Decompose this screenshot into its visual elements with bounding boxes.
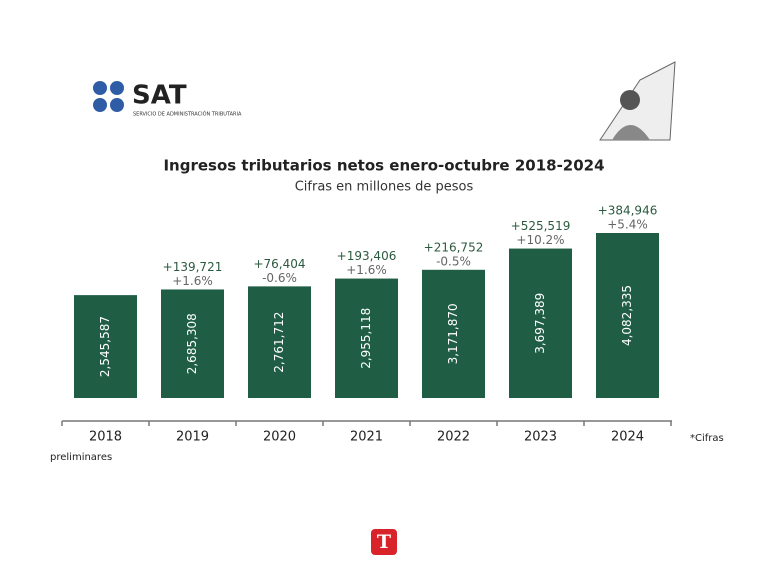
footnote: *Cifras — [690, 433, 724, 444]
brand-logo — [371, 529, 397, 555]
value-label: 3,697,389 — [533, 293, 547, 354]
change-amount: +216,752 — [424, 240, 484, 254]
x-tick-label: 2021 — [350, 430, 383, 445]
logo-dot — [110, 98, 124, 112]
logo-dot — [93, 98, 107, 112]
bar — [596, 233, 659, 398]
change-amount: +384,946 — [598, 204, 658, 218]
illustration — [599, 61, 676, 141]
value-label: 2,685,308 — [185, 313, 199, 374]
bar — [422, 269, 485, 398]
x-tick-label: 2023 — [524, 430, 557, 445]
bar — [335, 278, 398, 398]
value-label: 2,761,712 — [272, 312, 286, 373]
value-label: 4,082,335 — [620, 285, 634, 346]
change-percent: +5.4% — [607, 218, 648, 232]
change-amount: +193,406 — [337, 249, 397, 263]
logo-dot — [93, 81, 107, 95]
change-amount: +76,404 — [253, 257, 305, 271]
x-tick-label: 2020 — [263, 430, 296, 445]
value-label: 3,171,870 — [446, 303, 460, 364]
bar — [161, 289, 224, 398]
change-percent: +1.6% — [172, 274, 213, 288]
chart-subtitle: Cifras en millones de pesos — [295, 180, 474, 195]
change-percent: -0.5% — [436, 254, 471, 268]
bar — [509, 248, 572, 398]
x-tick-label: 2019 — [176, 430, 209, 445]
bar — [74, 295, 137, 398]
change-percent: +1.6% — [346, 263, 387, 277]
change-amount: +139,721 — [163, 260, 223, 274]
change-amount: +525,519 — [511, 219, 571, 233]
x-tick-label: 2024 — [611, 430, 644, 445]
bar — [248, 286, 311, 398]
change-percent: +10.2% — [516, 233, 564, 247]
footnote: preliminares — [50, 452, 112, 463]
x-tick-label: 2022 — [437, 430, 470, 445]
value-label: 2,955,118 — [359, 308, 373, 369]
chart-title: Ingresos tributarios netos enero-octubre… — [163, 157, 604, 175]
value-label: 2,545,587 — [98, 316, 112, 377]
change-percent: -0.6% — [262, 271, 297, 285]
brand-letter: T — [377, 531, 391, 553]
logo-dot — [110, 81, 124, 95]
logo-name: SAT — [132, 81, 187, 111]
logo-subtitle: SERVICIO DE ADMINISTRACIÓN TRIBUTARIA — [133, 111, 242, 118]
x-tick-label: 2018 — [89, 430, 122, 445]
sat-logo: SAT SERVICIO DE ADMINISTRACIÓN TRIBUTARI… — [93, 81, 242, 118]
